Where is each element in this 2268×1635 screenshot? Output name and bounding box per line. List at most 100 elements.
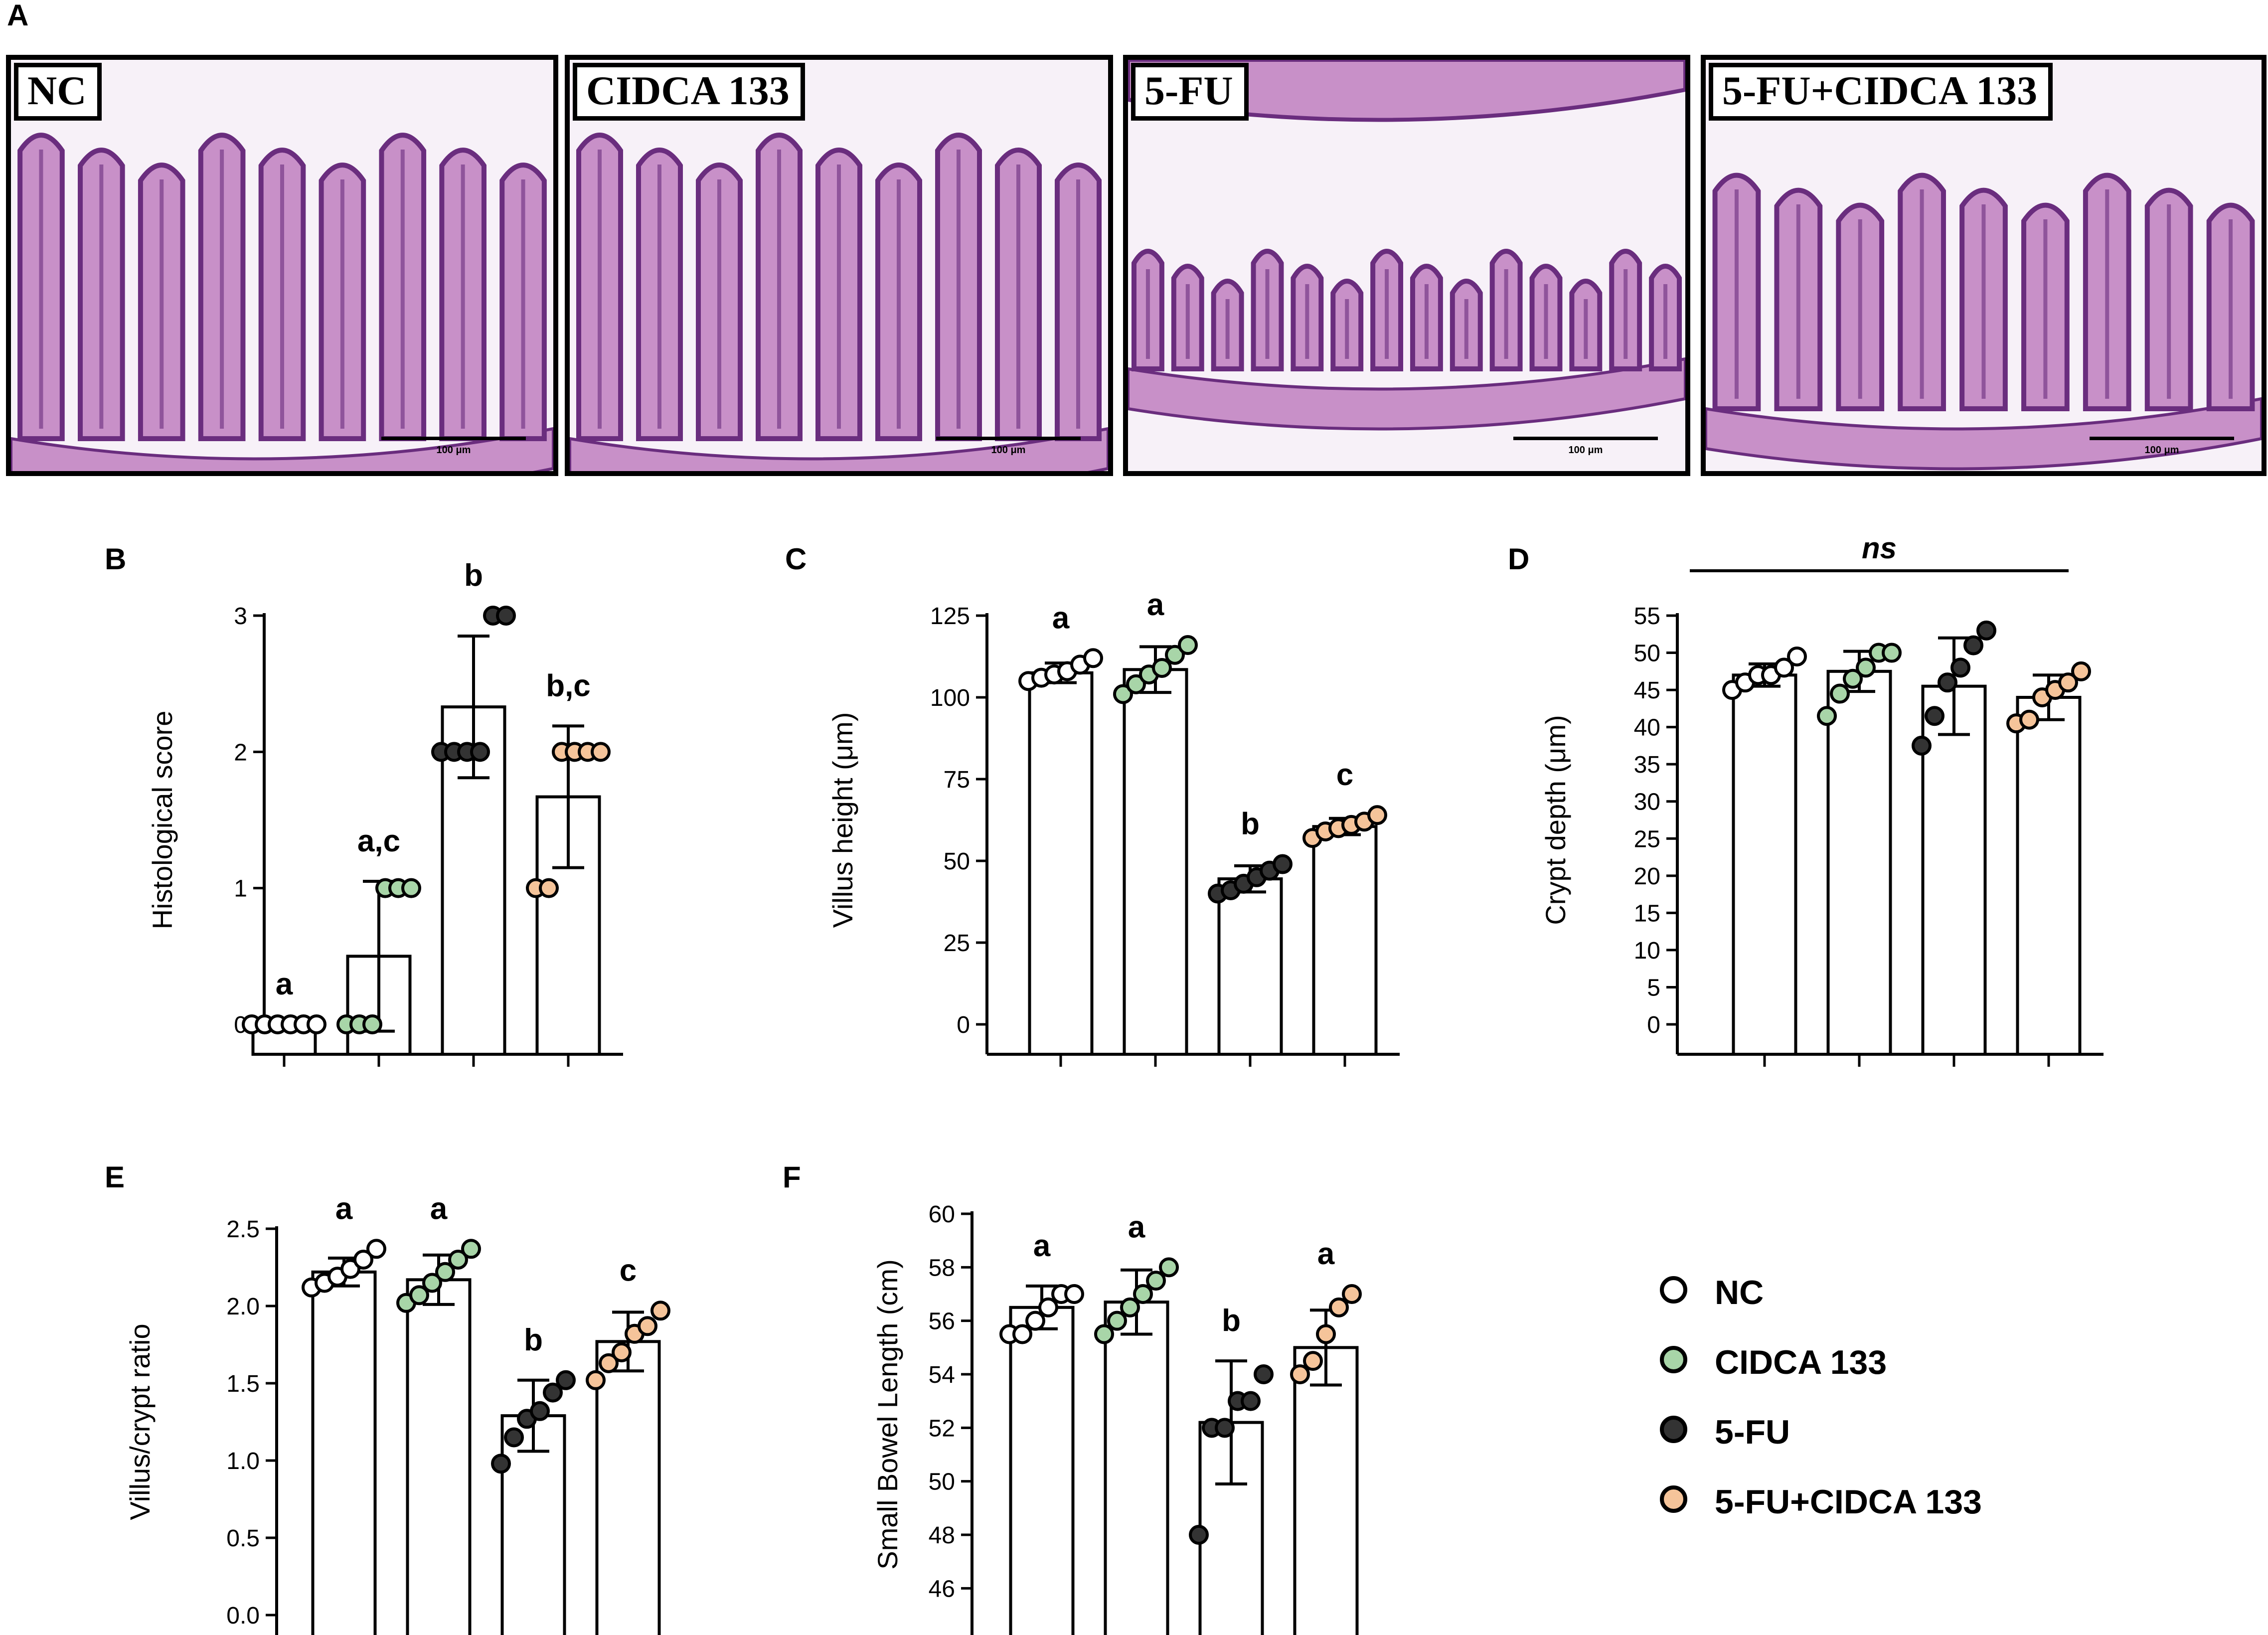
data-point — [1215, 1418, 1235, 1438]
data-point — [496, 606, 516, 626]
scale-bar — [936, 437, 1081, 440]
micrograph-label: NC — [14, 63, 102, 121]
data-point — [539, 878, 559, 898]
panel-letter: E — [105, 1160, 125, 1194]
data-point — [1963, 635, 1983, 655]
bar-nc — [1732, 673, 1797, 1056]
data-point — [422, 1273, 442, 1293]
data-point — [591, 742, 611, 762]
data-point — [586, 1370, 606, 1390]
y-tick-label: 0 — [1647, 1012, 1660, 1038]
chart-panel-d: D 0 5 10 15 20 25 30 35 40 45 50 55 Crypt depth (μm) n… — [1508, 531, 2104, 1067]
data-point — [1843, 668, 1863, 689]
data-point — [1976, 620, 1996, 641]
data-point — [1126, 674, 1146, 694]
y-tick-label: 1 — [234, 876, 247, 902]
data-point — [1152, 657, 1172, 678]
y-tick-label: 50 — [1634, 641, 1660, 667]
data-point — [1273, 854, 1293, 874]
significance-label: a — [430, 1191, 448, 1226]
y-tick-label: 25 — [944, 930, 970, 957]
significance-label: a — [335, 1191, 353, 1226]
data-point — [1367, 805, 1387, 825]
bar-cidca-133 — [1123, 668, 1188, 1056]
data-point — [1830, 683, 1850, 704]
data-point — [1064, 1284, 1084, 1304]
micrograph-label: CIDCA 133 — [573, 63, 805, 121]
data-point — [1912, 735, 1932, 756]
y-tick-label: 60 — [929, 1201, 955, 1228]
data-point — [1038, 1297, 1058, 1317]
data-point — [650, 1301, 670, 1321]
significance-label: b,c — [546, 668, 591, 703]
significance-label: a — [1317, 1237, 1335, 1271]
significance-label: a — [1052, 601, 1070, 635]
data-point — [612, 1342, 632, 1362]
y-tick-label: 1.5 — [226, 1371, 260, 1397]
data-point — [448, 1250, 468, 1270]
micrograph-3: 5-FU 100 μm — [1123, 55, 1690, 476]
tissue-illustration — [570, 60, 1108, 471]
y-tick-label: 52 — [929, 1415, 955, 1442]
y-tick-label: 0 — [957, 1012, 970, 1038]
data-point — [504, 1427, 524, 1448]
micrograph-1: NC 100 μm — [6, 55, 558, 476]
panel-letter: B — [105, 542, 126, 576]
data-point — [1083, 648, 1103, 668]
significance-ns-label: ns — [1862, 531, 1897, 565]
y-tick-label: 100 — [930, 685, 970, 711]
data-point — [1178, 635, 1198, 655]
y-tick-label: 25 — [1634, 826, 1660, 852]
y-axis-label: Small Bowel Length (cm) — [872, 1259, 903, 1569]
significance-label: a,c — [357, 824, 400, 858]
bar-nc — [311, 1270, 377, 1635]
data-point — [2019, 709, 2039, 730]
bar-cidca-133 — [1104, 1301, 1169, 1635]
micrograph-4: 5-FU+CIDCA 133 100 μm — [1701, 55, 2267, 476]
bar-nc — [1009, 1306, 1075, 1635]
data-point — [1012, 1324, 1032, 1344]
bar-5-fu — [1921, 684, 1987, 1056]
significance-label: b — [1241, 807, 1260, 841]
y-tick-label: 54 — [929, 1362, 955, 1388]
bar-5-fu-cidca-133 — [2016, 696, 2082, 1056]
bar-5-fu-cidca-133 — [1293, 1346, 1359, 1635]
significance-label: c — [1336, 758, 1353, 792]
data-point — [409, 1285, 429, 1306]
y-tick-label: 2.0 — [226, 1294, 260, 1320]
panel-letter: F — [783, 1160, 801, 1194]
legend-label: NC — [1715, 1274, 1764, 1311]
bar-cidca-133 — [406, 1278, 472, 1635]
data-point — [1133, 1284, 1153, 1304]
panel-letter: D — [1508, 542, 1529, 576]
data-point — [638, 1316, 657, 1336]
data-point — [2058, 672, 2078, 693]
significance-label: b — [1222, 1304, 1241, 1338]
data-point — [353, 1250, 373, 1270]
y-tick-label: 46 — [929, 1576, 955, 1602]
data-point — [1950, 657, 1970, 678]
panel-a-letter: A — [7, 0, 29, 32]
y-axis-label: Crypt depth (μm) — [1540, 715, 1571, 925]
significance-label: a — [1033, 1229, 1051, 1263]
legend-marker — [1660, 1276, 1687, 1304]
data-point — [1254, 1364, 1274, 1384]
tissue-illustration — [1706, 60, 2262, 471]
y-tick-label: 3 — [234, 603, 247, 630]
bar-cidca-133 — [1826, 669, 1892, 1056]
scale-bar-label: 100 μm — [1568, 445, 1603, 456]
micrograph-label: 5-FU+CIDCA 133 — [1709, 63, 2053, 121]
data-point — [366, 1239, 386, 1259]
scale-bar-label: 100 μm — [991, 445, 1026, 456]
bar-5-fu-cidca-133 — [595, 1340, 661, 1635]
significance-label: b — [464, 558, 483, 593]
data-point — [2071, 661, 2091, 681]
scale-bar — [1513, 437, 1658, 440]
y-axis-label: Villus height (μm) — [827, 712, 858, 928]
data-point — [1303, 1351, 1323, 1371]
data-point — [556, 1370, 576, 1390]
data-point — [435, 1262, 455, 1282]
data-point — [461, 1239, 481, 1259]
y-tick-label: 0.5 — [226, 1525, 260, 1552]
